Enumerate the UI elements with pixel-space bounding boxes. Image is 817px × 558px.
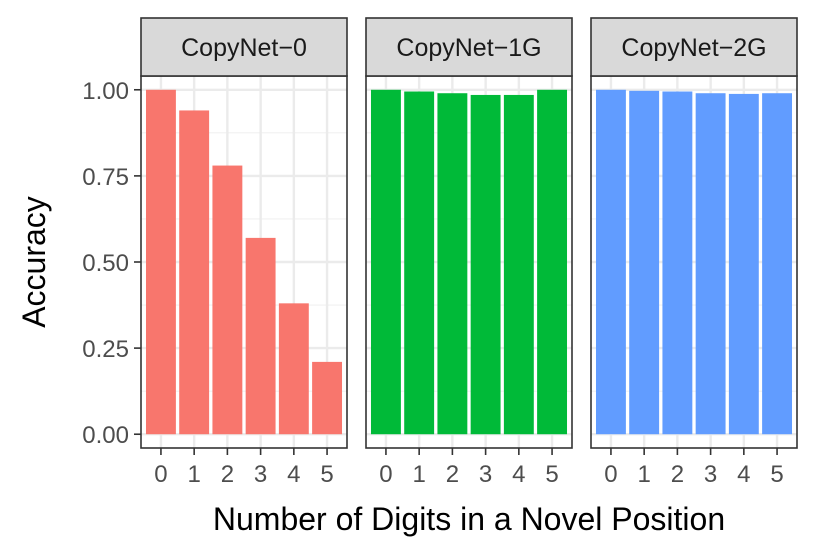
bar — [662, 91, 693, 435]
x-tick-label: 4 — [737, 461, 750, 488]
x-tick-label: 5 — [770, 461, 783, 488]
bar — [145, 89, 176, 435]
y-tick-label: 0.75 — [82, 164, 129, 191]
bar — [762, 93, 793, 435]
x-tick-label: 0 — [379, 461, 392, 488]
bar — [404, 91, 435, 435]
x-tick-label: 3 — [479, 461, 492, 488]
bar — [370, 89, 401, 435]
x-tick-label: 4 — [512, 461, 525, 488]
bar — [629, 90, 660, 435]
bar — [179, 110, 210, 435]
y-tick-label: 0.25 — [82, 336, 129, 363]
bar — [503, 94, 534, 435]
bar — [437, 93, 468, 435]
bar — [245, 237, 276, 435]
y-tick-label: 0.00 — [82, 422, 129, 449]
bar — [470, 94, 501, 435]
x-tick-label: 1 — [187, 461, 200, 488]
x-tick-label: 1 — [637, 461, 650, 488]
x-tick-label: 2 — [671, 461, 684, 488]
y-tick-label: 0.50 — [82, 250, 129, 277]
bar — [212, 165, 243, 435]
x-tick-label: 3 — [704, 461, 717, 488]
x-tick-label: 2 — [221, 461, 234, 488]
bar — [278, 303, 309, 435]
x-tick-label: 4 — [287, 461, 300, 488]
bar — [595, 89, 626, 435]
x-tick-label: 0 — [154, 461, 167, 488]
x-tick-label: 0 — [604, 461, 617, 488]
x-tick-label: 5 — [545, 461, 558, 488]
bar — [695, 93, 726, 435]
facet-strip — [140, 17, 348, 77]
facet-strip-label: CopyNet−0 — [181, 34, 307, 62]
x-tick-label: 2 — [446, 461, 459, 488]
facet-strip — [365, 17, 573, 77]
bar — [728, 93, 759, 435]
facet-strip — [590, 17, 798, 77]
y-tick-label: 1.00 — [82, 78, 129, 105]
x-tick-label: 3 — [254, 461, 267, 488]
x-tick-label: 1 — [412, 461, 425, 488]
bar — [537, 89, 568, 435]
x-tick-label: 5 — [320, 461, 333, 488]
facet-strip-label: CopyNet−1G — [396, 34, 541, 62]
x-axis-title: Number of Digits in a Novel Position — [213, 501, 725, 537]
facet-strip-label: CopyNet−2G — [621, 34, 766, 62]
y-axis-title: Accuracy — [16, 196, 52, 328]
bar — [312, 361, 343, 435]
